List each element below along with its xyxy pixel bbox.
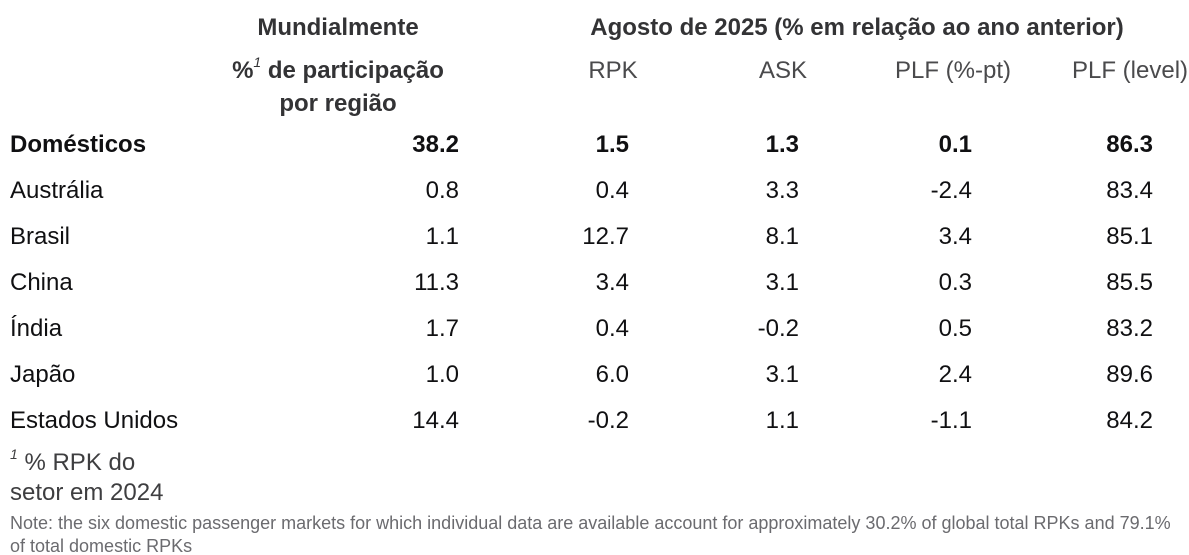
cell-plf-level: 83.2 (1106, 315, 1153, 342)
row-label-india: Índia (10, 315, 63, 342)
cell-ask: 1.1 (765, 407, 799, 434)
cell-share: 11.3 (414, 269, 459, 296)
row-label-estados-unidos: Estados Unidos (10, 407, 179, 434)
cell-plf-pt: 0.5 (938, 315, 972, 342)
cell-share: 14.4 (412, 407, 459, 434)
cell-share: 1.7 (425, 315, 459, 342)
cell-rpk: 0.4 (595, 177, 629, 204)
cell-plf-pt: -1.1 (930, 407, 972, 434)
header-group-period: Agosto de 2025 (% em relação ao ano ante… (590, 14, 1124, 41)
cell-ask: 3.1 (765, 361, 799, 388)
cell-plf-level: 89.6 (1106, 361, 1153, 388)
footnote-line1-text: % RPK do (24, 449, 136, 476)
header-group-world: Mundialmente (257, 14, 419, 41)
row-label-china: China (10, 269, 73, 296)
column-header-rpk: RPK (588, 57, 638, 84)
cell-plf-level: 84.2 (1106, 407, 1153, 434)
cell-ask: 1.3 (765, 131, 799, 158)
footnote-superscript: 1 (10, 446, 18, 462)
cell-plf-pt: 0.3 (938, 269, 972, 296)
cell-rpk: 3.4 (595, 269, 629, 296)
passenger-market-table: Mundialmente Agosto de 2025 (% em relaçã… (10, 10, 1189, 444)
cell-ask: 8.1 (765, 223, 799, 250)
cell-rpk: 6.0 (595, 361, 629, 388)
cell-rpk: 12.7 (582, 223, 629, 250)
column-header-ask: ASK (758, 57, 808, 84)
cell-share: 0.8 (425, 177, 459, 204)
cell-share: 1.1 (425, 223, 459, 250)
cell-plf-pt: 3.4 (938, 223, 972, 250)
share-header-text: de participação (261, 57, 444, 84)
footnote-line2: setor em 2024 (10, 479, 164, 506)
cell-ask: 3.3 (765, 177, 799, 204)
cell-rpk: 0.4 (595, 315, 629, 342)
column-header-plf-pt: PLF (%-pt) (894, 57, 1011, 84)
footnote-share-definition: 1 % RPK do setor em 2024 (10, 446, 1189, 508)
row-label-domesticos: Domésticos (10, 131, 147, 158)
cell-plf-level: 83.4 (1106, 177, 1153, 204)
cell-ask: -0.2 (757, 315, 799, 342)
cell-plf-level: 86.3 (1106, 131, 1153, 158)
column-header-plf-level: PLF (level) (1071, 57, 1189, 84)
cell-rpk: -0.2 (587, 407, 629, 434)
cell-ask: 3.1 (765, 269, 799, 296)
cell-plf-level: 85.1 (1106, 223, 1153, 250)
footnote-line1: 1 % RPK do (10, 446, 1189, 478)
share-header-superscript: 1 (253, 54, 262, 70)
row-label-australia: Austrália (10, 177, 104, 204)
coverage-note: Note: the six domestic passenger markets… (10, 513, 1171, 555)
row-label-brasil: Brasil (10, 223, 71, 250)
cell-plf-pt: 2.4 (938, 361, 972, 388)
cell-share: 1.0 (425, 361, 459, 388)
share-header-percent: % (232, 57, 254, 84)
column-header-share: %1 de participação por região (213, 54, 463, 122)
cell-plf-pt: 0.1 (938, 131, 972, 158)
row-label-japao: Japão (10, 361, 76, 388)
cell-share: 38.2 (412, 131, 459, 158)
share-header-line2: por região (279, 90, 397, 117)
cell-plf-level: 85.5 (1106, 269, 1153, 296)
cell-rpk: 1.5 (595, 131, 629, 158)
cell-plf-pt: -2.4 (930, 177, 972, 204)
